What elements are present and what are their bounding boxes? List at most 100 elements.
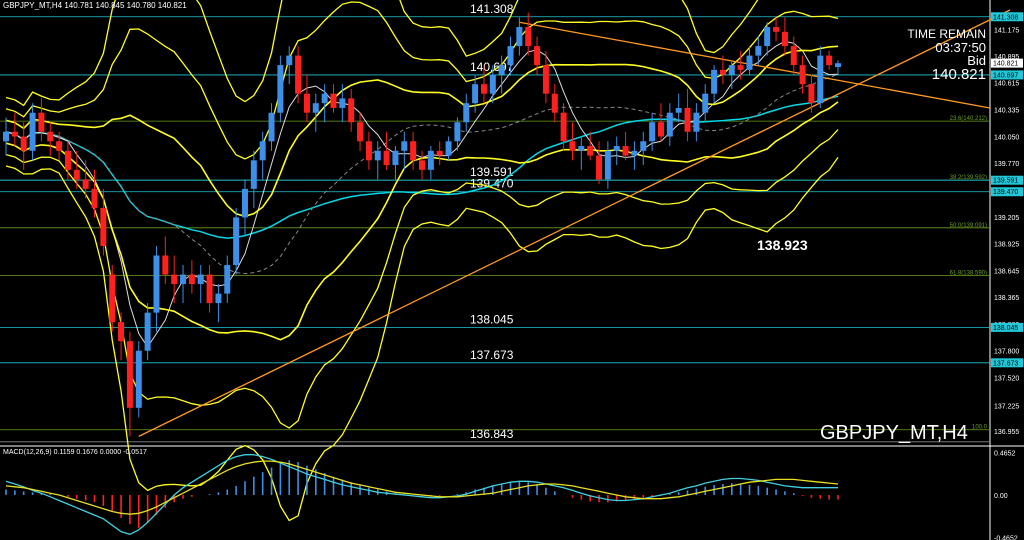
candle-body <box>197 274 204 285</box>
candle-body <box>808 84 815 104</box>
price-tag-label: 141.308 <box>993 14 1018 21</box>
candle-body <box>295 55 302 94</box>
candle-body <box>790 46 797 66</box>
candle-body <box>835 63 841 68</box>
candle-body <box>206 274 213 304</box>
price-tag <box>991 175 1023 185</box>
macd-main-line <box>5 454 838 535</box>
chart-header: GBPJPY_MT,H4 140.781 140.845 140.780 140… <box>3 1 187 10</box>
candle-body <box>365 141 372 161</box>
bollinger-band-upper-1 <box>5 45 839 218</box>
y-tick-label: 139.770 <box>994 161 1019 168</box>
candle-body <box>427 150 434 170</box>
bid-value: 140.821 <box>931 66 986 83</box>
candle-body <box>560 112 567 142</box>
candle-body <box>489 74 496 94</box>
candle-body <box>38 112 45 132</box>
price-tag-label: 140.697 <box>993 72 1018 79</box>
candle-body <box>755 46 762 56</box>
fib-level-label: 61.8(138.590) <box>950 271 987 277</box>
y-tick-label: 138.645 <box>994 268 1019 275</box>
bid-label: Bid <box>967 53 986 68</box>
bollinger-band-lower-1 <box>5 101 839 341</box>
symbol-label: GBPJPY_MT,H4 <box>820 422 968 444</box>
candle-body <box>719 69 726 75</box>
candle-body <box>180 274 187 285</box>
candle-body <box>781 31 788 47</box>
macd-tick-label: 0.4652 <box>994 450 1016 457</box>
candle-body <box>3 131 9 142</box>
macd-tick-label: 0.00 <box>994 493 1008 500</box>
trend-line-rising <box>138 9 1011 437</box>
fib-level-label: 23.6(140.212) <box>950 116 987 122</box>
bollinger-band-lower-2 <box>5 129 839 429</box>
candle-body <box>259 141 266 161</box>
price-tag-label: 138.045 <box>993 325 1018 332</box>
candle-body <box>649 122 656 142</box>
price-tag <box>991 12 1023 22</box>
time-remain-label: TIME REMAIN <box>907 27 986 41</box>
candle-body <box>47 131 54 142</box>
candle-body <box>224 265 231 294</box>
candle-body <box>374 150 381 161</box>
candle-body <box>436 150 443 156</box>
candle-body <box>693 112 700 132</box>
candle-body <box>746 55 753 70</box>
level-label: 136.843 <box>470 427 514 441</box>
candle-body <box>764 27 771 47</box>
candle-body <box>525 27 532 47</box>
trend-line-falling <box>519 21 991 109</box>
candle-body <box>56 141 63 151</box>
candle-body <box>20 136 27 151</box>
candle-body <box>817 55 824 104</box>
candle-body <box>578 146 585 151</box>
y-tick-label: 141.175 <box>994 27 1019 34</box>
price-tag <box>991 322 1023 332</box>
candle-body <box>64 150 71 170</box>
bollinger-band-lower-3 <box>5 157 839 522</box>
candle-body <box>675 107 682 113</box>
candle-body <box>330 93 337 108</box>
candle-body <box>454 122 461 142</box>
candle-body <box>215 293 222 304</box>
candle-body <box>551 93 558 113</box>
candle-body <box>799 65 806 85</box>
candle-body <box>640 141 647 151</box>
candle-body <box>684 107 691 132</box>
candle-body <box>82 179 89 189</box>
candle-body <box>737 65 744 70</box>
price-tag <box>991 187 1023 197</box>
candle-body <box>73 169 80 180</box>
candle-body <box>162 255 169 275</box>
price-tag <box>991 358 1023 368</box>
candle-body <box>622 146 629 156</box>
candle-body <box>339 98 346 108</box>
y-tick-label: 137.225 <box>994 403 1019 410</box>
candle-body <box>233 217 240 266</box>
candle-body <box>507 46 514 66</box>
bollinger-band-upper-3 <box>5 0 759 107</box>
candle-body <box>11 131 18 137</box>
candle-body <box>419 160 425 170</box>
candle-body <box>383 150 390 166</box>
price-tag <box>991 70 1023 80</box>
candle-body <box>480 84 487 94</box>
candle-body <box>773 27 780 32</box>
candle-body <box>241 188 248 218</box>
bollinger-band-upper-2 <box>5 1 839 160</box>
candle-body <box>569 141 576 151</box>
candle-body <box>410 141 417 161</box>
candle-body <box>91 188 98 208</box>
candle-body <box>702 93 709 113</box>
candle-body <box>303 93 310 113</box>
level-label: 137.673 <box>470 348 514 362</box>
candle-body <box>498 65 505 75</box>
candle-body <box>348 98 355 123</box>
fib-level-label: 100.0 <box>972 425 988 431</box>
y-tick-label: 139.205 <box>994 215 1019 222</box>
candle-body <box>604 150 611 180</box>
y-tick-label: 138.925 <box>994 242 1019 249</box>
y-tick-label: 140.895 <box>994 54 1019 61</box>
